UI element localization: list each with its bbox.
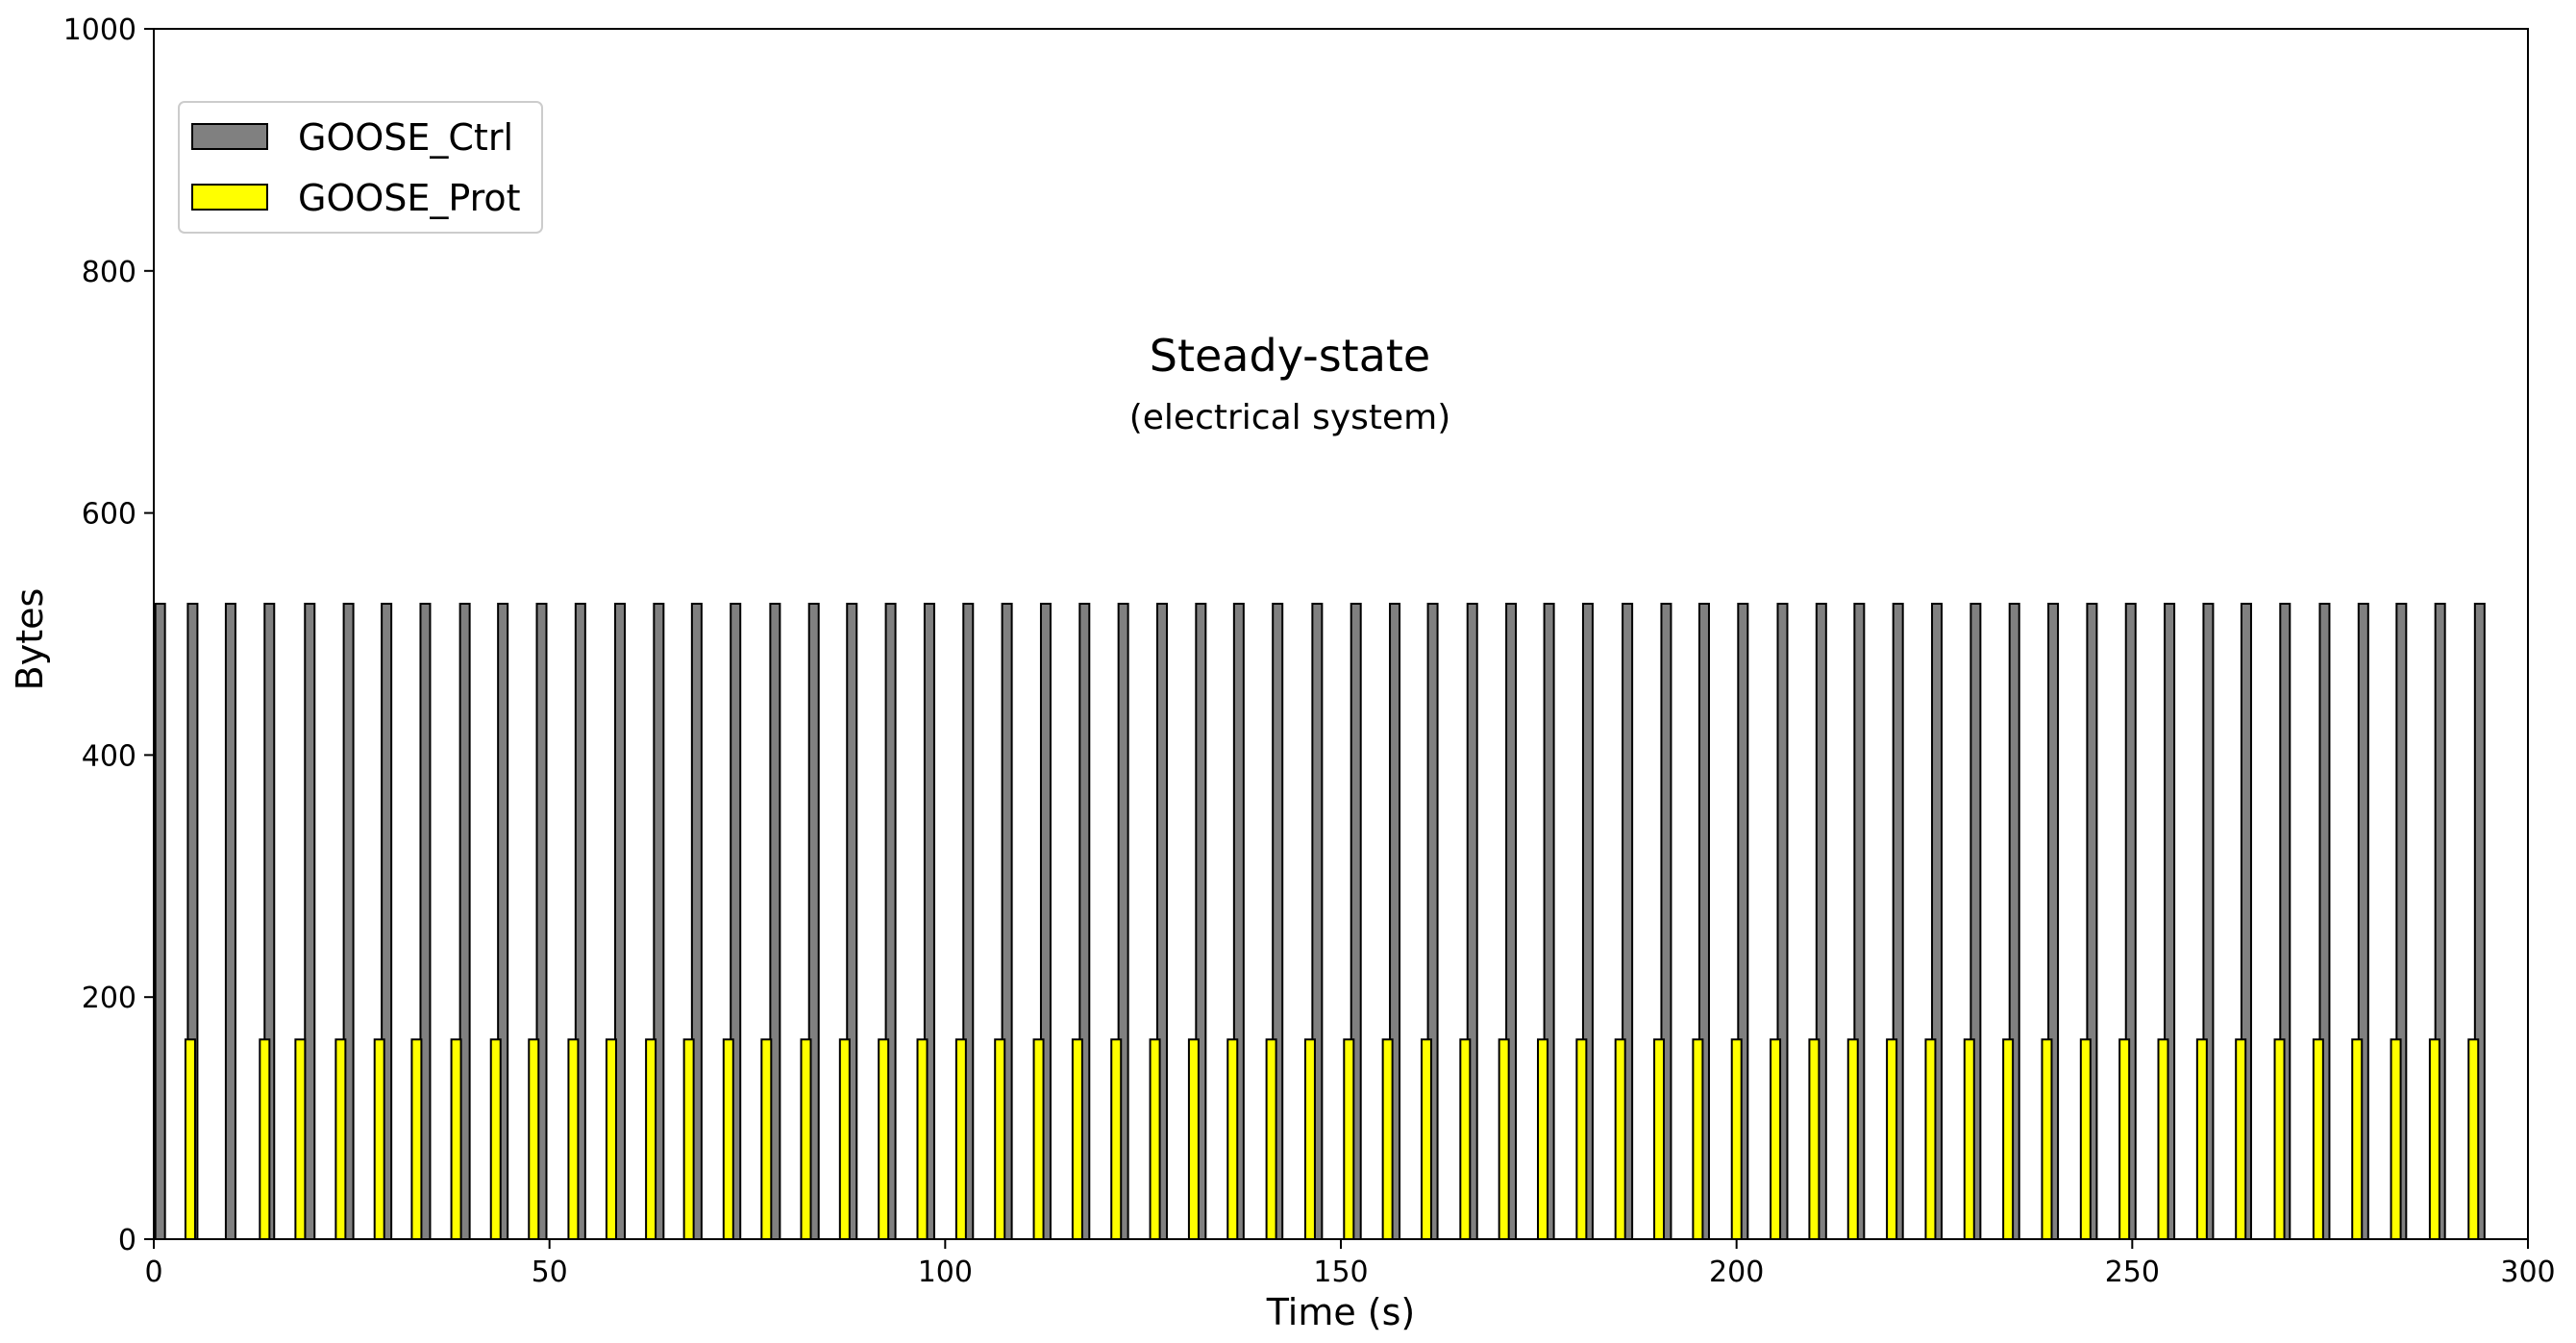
- bar-goose-prot: [1149, 1038, 1161, 1241]
- legend-label-goose-prot: GOOSE_Prot: [298, 177, 521, 219]
- bar-goose-prot: [528, 1038, 540, 1241]
- bar-goose-prot: [1226, 1038, 1239, 1241]
- x-tick-label: 100: [918, 1256, 973, 1289]
- x-tick-label: 250: [2105, 1256, 2160, 1289]
- annotation-subtitle: (electrical system): [1129, 398, 1451, 437]
- bar-goose-prot: [2467, 1038, 2480, 1241]
- legend-swatch-goose-ctrl: [191, 123, 268, 150]
- bar-goose-prot: [567, 1038, 580, 1241]
- bar-goose-prot: [1187, 1038, 1200, 1241]
- y-axis-label: Bytes: [9, 588, 51, 691]
- x-axis-label: Time (s): [1266, 1291, 1416, 1333]
- bar-goose-prot: [1343, 1038, 1355, 1241]
- bar-goose-prot: [800, 1038, 812, 1241]
- plot-area: [153, 28, 2529, 1241]
- bar-goose-prot: [1265, 1038, 1277, 1241]
- bar-goose-prot: [1575, 1038, 1588, 1241]
- y-tick-label: 1000: [63, 13, 136, 47]
- y-axis: 0 200 400 600 800 1000: [63, 13, 154, 1257]
- bar-goose-prot: [1032, 1038, 1045, 1241]
- bar-goose-prot: [1381, 1038, 1394, 1241]
- x-tick-label: 150: [1313, 1256, 1368, 1289]
- bar-goose-prot: [1692, 1038, 1704, 1241]
- bar-goose-prot: [994, 1038, 1006, 1241]
- y-tick-label: 200: [82, 982, 136, 1015]
- bar-goose-ctrl: [224, 603, 236, 1240]
- bar-goose-prot: [1614, 1038, 1626, 1241]
- legend-label-goose-ctrl: GOOSE_Ctrl: [298, 116, 513, 159]
- bar-goose-prot: [294, 1038, 307, 1241]
- x-axis: 0 50 100 150 200 250 300: [144, 1239, 2556, 1289]
- bar-goose-prot: [1924, 1038, 1937, 1241]
- bar-goose-prot: [645, 1038, 657, 1241]
- x-tick-label: 300: [2500, 1256, 2555, 1289]
- legend-swatch-goose-prot: [191, 184, 268, 211]
- bar-goose-prot: [1770, 1038, 1782, 1241]
- bar-goose-prot: [1846, 1038, 1859, 1241]
- y-tick-label: 800: [82, 256, 136, 289]
- y-tick-label: 600: [82, 498, 136, 532]
- bar-goose-prot: [1653, 1038, 1666, 1241]
- bar-goose-ctrl: [304, 603, 316, 1240]
- bar-goose-prot: [1730, 1038, 1743, 1241]
- bar-goose-prot: [682, 1038, 695, 1241]
- bar-goose-prot: [2157, 1038, 2169, 1241]
- bar-goose-prot: [722, 1038, 734, 1241]
- y-tick-label: 0: [118, 1224, 136, 1257]
- bar-goose-ctrl: [154, 603, 166, 1240]
- bar-goose-prot: [1886, 1038, 1898, 1241]
- legend-box: [178, 101, 543, 234]
- bar-goose-prot: [2235, 1038, 2247, 1241]
- bar-goose-prot: [1498, 1038, 1510, 1241]
- bar-goose-prot: [184, 1038, 196, 1241]
- bar-goose-prot: [1303, 1038, 1316, 1241]
- y-tick-label: 400: [82, 739, 136, 773]
- bar-goose-prot: [2273, 1038, 2286, 1241]
- x-tick-label: 200: [1709, 1256, 1764, 1289]
- x-tick-label: 0: [144, 1256, 162, 1289]
- bar-goose-prot: [1420, 1038, 1432, 1241]
- bar-goose-prot: [1459, 1038, 1472, 1241]
- bar-goose-prot: [1963, 1038, 1975, 1241]
- annotation-title: Steady-state: [1150, 330, 1430, 382]
- x-tick-label: 50: [532, 1256, 568, 1289]
- bar-goose-prot: [334, 1038, 347, 1241]
- bar-goose-prot: [450, 1038, 462, 1241]
- legend: GOOSE_Ctrl GOOSE_Prot: [178, 101, 543, 234]
- bar-goose-prot: [373, 1038, 385, 1241]
- bar-goose-prot: [760, 1038, 773, 1241]
- bar-goose-prot: [2079, 1038, 2092, 1241]
- bar-goose-prot: [916, 1038, 929, 1241]
- bar-goose-prot: [1537, 1038, 1549, 1241]
- bar-goose-prot: [2312, 1038, 2324, 1241]
- bar-goose-prot: [2041, 1038, 2053, 1241]
- bar-goose-prot: [1110, 1038, 1123, 1241]
- bar-goose-prot: [2195, 1038, 2208, 1241]
- bar-goose-prot: [2428, 1038, 2440, 1241]
- bar-goose-prot: [838, 1038, 851, 1241]
- bar-goose-prot: [2351, 1038, 2364, 1241]
- bar-goose-prot: [2390, 1038, 2402, 1241]
- bar-goose-prot: [2002, 1038, 2015, 1241]
- bar-goose-prot: [954, 1038, 967, 1241]
- bar-goose-prot: [489, 1038, 502, 1241]
- bar-goose-prot: [2118, 1038, 2131, 1241]
- bar-goose-prot: [1071, 1038, 1083, 1241]
- bar-goose-prot: [605, 1038, 617, 1241]
- bar-goose-prot: [410, 1038, 423, 1241]
- bar-goose-prot: [1808, 1038, 1821, 1241]
- bar-goose-prot: [878, 1038, 890, 1241]
- series-goose-ctrl: [154, 603, 2486, 1240]
- bar-goose-prot: [259, 1038, 271, 1241]
